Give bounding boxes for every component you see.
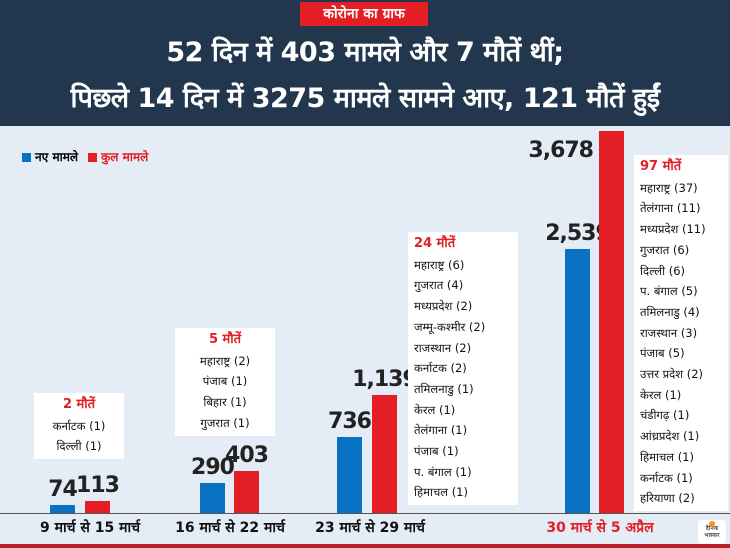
x-tick-label: 30 मार्च से 5 अप्रैल (546, 520, 654, 536)
state-deaths: प. बंगाल (1) (414, 464, 472, 479)
x-tick-label: 16 मार्च से 22 मार्च (175, 520, 285, 536)
headline-line-1: 52 दिन में 403 मामले और 7 मौतें थीं; (166, 37, 564, 68)
deaths-callout: 2 मौतें कर्नाटक (1) दिल्ली (1) (34, 393, 124, 460)
legend: नए मामले कुल मामले (22, 148, 148, 165)
bar-new (200, 482, 225, 513)
state-deaths: पंजाब (1) (202, 374, 248, 389)
graph-tag: कोरोना का ग्राफ (300, 2, 428, 26)
bar-new (50, 505, 75, 513)
data-label: 3,678 (528, 138, 594, 163)
state-deaths: बिहार (1) (203, 395, 247, 410)
state-deaths: आंध्रप्रदेश (1) (640, 429, 700, 444)
state-deaths: पंजाब (1) (414, 444, 459, 459)
deaths-callout: 5 मौतें महाराष्ट्र (2) पंजाब (1) बिहार (1) ग… (175, 328, 275, 436)
state-deaths: तेलंगाना (1) (414, 423, 468, 438)
x-tick-label: 23 मार्च से 29 मार्च (315, 520, 425, 536)
data-label: 1,139 (352, 366, 418, 392)
state-deaths: प. बंगाल (5) (640, 284, 698, 299)
state-deaths: हरियाणा (2) (640, 491, 695, 506)
state-deaths: महाराष्ट्र (37) (640, 180, 698, 195)
state-deaths: महाराष्ट्र (2) (199, 353, 251, 368)
deaths-callout: 24 मौतें महाराष्ट्र (6) गुजरात (4) मध्यप्रद… (408, 232, 518, 506)
legend-total: कुल मामले (88, 148, 148, 165)
legend-swatch-total (88, 153, 98, 162)
state-deaths: उत्तर प्रदेश (2) (640, 367, 704, 382)
state-deaths: केरल (1) (640, 387, 682, 402)
legend-swatch-new (22, 153, 31, 162)
state-deaths: हिमाचल (1) (414, 485, 468, 500)
state-deaths: कर्नाटक (2) (414, 361, 467, 376)
state-deaths: मध्यप्रदेश (2) (414, 299, 473, 314)
legend-label: कुल मामले (101, 150, 149, 164)
bar-total (234, 471, 259, 513)
headline-line-2: पिछले 14 दिन में 3275 मामले सामने आए, 12… (70, 83, 660, 114)
state-deaths: मध्यप्रदेश (11) (640, 222, 706, 237)
deaths-count: 2 मौतें (62, 397, 96, 412)
deaths-count: 97 मौतें (640, 159, 682, 174)
state-deaths: जम्मू-कश्मीर (2) (414, 319, 486, 334)
x-tick-label: 9 मार्च से 15 मार्च (40, 520, 140, 536)
state-deaths: गुजरात (6) (640, 242, 690, 257)
bar-total (372, 394, 397, 513)
bar-total (85, 501, 110, 513)
data-label: 403 (225, 443, 269, 469)
data-label: 290 (191, 454, 235, 480)
deaths-count: 24 मौतें (414, 236, 456, 251)
state-deaths: पंजाब (5) (640, 346, 685, 361)
deaths-count: 5 मौतें (208, 332, 242, 347)
state-deaths: दिल्ली (6) (640, 263, 685, 278)
state-deaths: दिल्ली (1) (56, 439, 102, 454)
bar-new (565, 249, 590, 513)
bar-total (599, 131, 624, 513)
header: कोरोना का ग्राफ 52 दिन में 403 मामले और … (0, 0, 730, 126)
state-deaths: गुजरात (4) (414, 278, 464, 293)
deaths-callout: 97 मौतें महाराष्ट्र (37) तेलंगाना (11) मध्य… (634, 155, 728, 511)
state-deaths: तमिलनाडु (4) (640, 304, 700, 319)
state-deaths: महाराष्ट्र (6) (414, 257, 465, 272)
data-label: 74 (48, 477, 78, 503)
state-deaths: राजस्थान (2) (414, 340, 472, 355)
bottom-border (0, 544, 730, 548)
dainik-bhaskar-logo: दैनिक भास्कर (698, 520, 726, 544)
data-label: 736 (328, 408, 372, 434)
x-axis (0, 513, 730, 544)
state-deaths: तेलंगाना (11) (640, 201, 701, 216)
state-deaths: हिमाचल (1) (640, 449, 694, 464)
state-deaths: कर्नाटक (1) (52, 418, 106, 433)
state-deaths: कर्नाटक (1) (640, 470, 693, 485)
state-deaths: केरल (1) (414, 402, 456, 417)
state-deaths: राजस्थान (3) (640, 325, 698, 340)
state-deaths: चंडीगढ़ (1) (640, 408, 690, 423)
legend-new: नए मामले (22, 148, 78, 165)
data-label: 113 (76, 473, 120, 499)
state-deaths: गुजरात (1) (200, 415, 250, 430)
legend-label: नए मामले (35, 150, 79, 164)
state-deaths: तमिलनाडु (1) (414, 381, 474, 396)
bar-new (337, 436, 362, 513)
